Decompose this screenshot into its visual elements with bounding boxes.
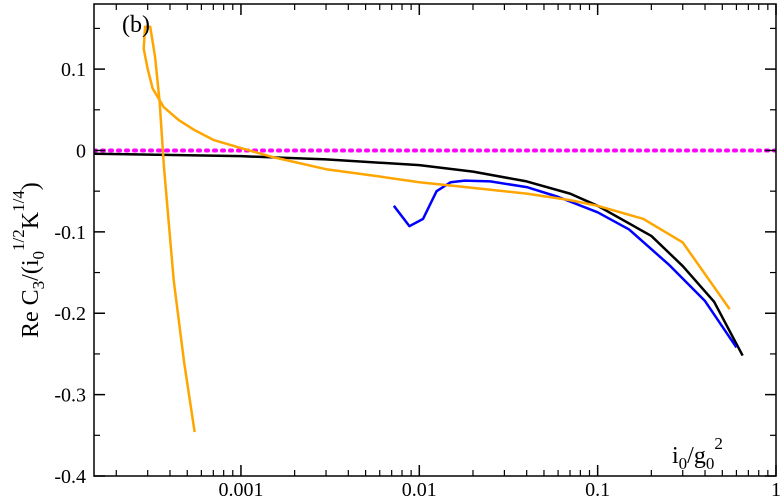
y-tick-label: 0 [76, 140, 86, 162]
y-tick-label: -0.1 [54, 222, 86, 244]
y-axis-title: Re C3/(i01/2K1/4) [9, 182, 48, 338]
series-line-blue [392, 179, 738, 349]
tick-group: 0.001 0.01 0.1 1 0.1 0 -0.1 -0.2 -0.3 -0.4 [54, 4, 781, 501]
y-tick-label: -0.2 [54, 303, 86, 325]
series-line-black [94, 152, 744, 357]
x-tick-label: 1 [771, 479, 781, 501]
y-tick-label: -0.4 [54, 466, 86, 488]
plot-frame [93, 3, 777, 477]
x-axis-title: i0/g02 [672, 434, 723, 473]
y-tick-label: 0.1 [61, 59, 86, 81]
y-tick-label: -0.3 [54, 385, 86, 407]
series-line-orange [142, 25, 731, 433]
panel-label: (b) [122, 12, 150, 38]
series-group [94, 25, 776, 433]
x-tick-label: 0.001 [218, 479, 263, 501]
x-tick-label: 0.1 [585, 479, 610, 501]
x-tick-label: 0.01 [402, 479, 437, 501]
